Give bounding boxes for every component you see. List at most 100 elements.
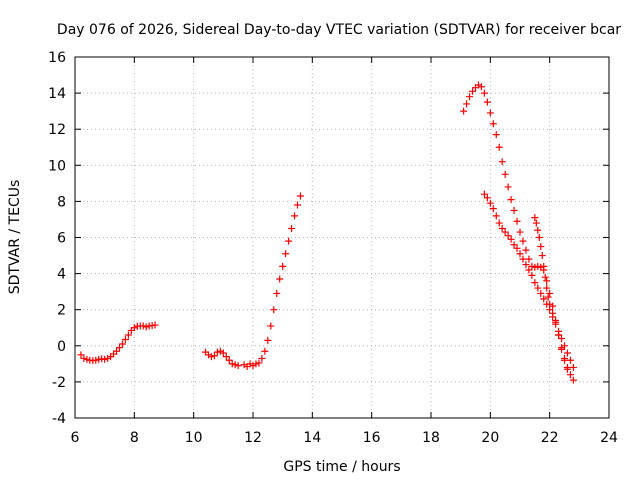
data-point	[264, 336, 272, 344]
x-axis-label: GPS time / hours	[283, 459, 400, 475]
data-point	[546, 300, 554, 308]
x-tick-label: 18	[422, 430, 440, 446]
data-point	[92, 356, 100, 364]
data-point	[228, 360, 236, 368]
data-point	[276, 275, 284, 283]
data-point	[549, 309, 557, 317]
data-point	[504, 232, 512, 240]
x-tick-label: 14	[303, 430, 321, 446]
data-point	[77, 351, 85, 359]
data-point	[460, 107, 468, 115]
data-point	[543, 284, 551, 292]
data-point	[489, 120, 497, 128]
data-point	[213, 348, 221, 356]
data-point	[522, 261, 530, 269]
data-point	[555, 331, 563, 339]
data-point	[231, 361, 239, 369]
y-tick-label: 8	[57, 194, 66, 210]
y-tick-label: -2	[52, 375, 66, 391]
data-point	[124, 331, 132, 339]
data-point	[273, 289, 281, 297]
data-point	[486, 199, 494, 207]
y-tick-label: 10	[48, 158, 66, 174]
data-point	[222, 353, 230, 361]
data-point	[558, 344, 566, 352]
data-point	[537, 289, 545, 297]
data-points	[77, 81, 577, 384]
data-point	[234, 362, 242, 370]
data-point	[552, 318, 560, 326]
series-segment-1	[77, 321, 159, 365]
data-point	[83, 355, 91, 363]
x-tick-label: 6	[71, 430, 80, 446]
data-point	[566, 356, 574, 364]
data-point	[498, 224, 506, 232]
data-point	[101, 355, 109, 363]
data-point	[510, 206, 518, 214]
data-point	[522, 246, 530, 254]
x-tick-label: 20	[481, 430, 499, 446]
data-point	[516, 228, 524, 236]
data-point	[543, 277, 551, 285]
data-point	[561, 356, 568, 364]
data-point	[531, 263, 539, 271]
data-point	[80, 354, 88, 362]
data-point	[537, 243, 545, 251]
data-point	[466, 93, 474, 101]
data-point	[258, 354, 266, 362]
data-point	[151, 321, 159, 329]
data-point	[463, 100, 471, 108]
series-segment-5	[531, 214, 571, 373]
data-point	[534, 226, 542, 234]
data-point	[267, 322, 275, 330]
data-point	[288, 224, 296, 232]
y-tick-label: -4	[52, 411, 66, 427]
data-point	[501, 170, 509, 178]
data-point	[510, 241, 518, 249]
data-point	[285, 237, 293, 245]
data-point	[538, 252, 546, 260]
data-point	[116, 344, 123, 352]
data-point	[566, 371, 574, 379]
data-point	[525, 266, 533, 274]
data-point	[504, 183, 512, 191]
data-point	[519, 237, 527, 245]
data-point	[492, 131, 500, 139]
data-point	[498, 158, 506, 166]
data-point	[207, 353, 215, 361]
y-tick-label: 6	[57, 231, 66, 247]
data-point	[528, 262, 536, 270]
series-segment-2	[202, 192, 304, 371]
y-tick-label: 0	[57, 339, 66, 355]
data-point	[569, 376, 577, 384]
data-point	[130, 324, 138, 332]
data-point	[495, 143, 503, 151]
data-point	[516, 250, 524, 258]
data-point	[255, 359, 263, 367]
data-point	[535, 234, 543, 241]
data-point	[525, 255, 533, 263]
data-point	[252, 360, 260, 368]
x-tick-label: 10	[185, 430, 203, 446]
y-tick-label: 2	[57, 303, 66, 319]
data-point	[294, 201, 301, 209]
data-point	[480, 190, 488, 198]
data-point	[558, 335, 566, 343]
x-tick-label: 12	[244, 430, 262, 446]
data-point	[483, 194, 491, 202]
data-point	[534, 262, 542, 270]
data-point	[507, 196, 515, 204]
data-point	[118, 340, 126, 348]
data-point	[261, 347, 269, 355]
data-point	[569, 363, 577, 371]
data-point	[477, 83, 485, 91]
data-point	[483, 98, 491, 106]
axis-ticks	[74, 56, 610, 419]
data-point	[270, 306, 278, 314]
data-point	[219, 349, 227, 357]
data-point	[532, 219, 540, 227]
data-point	[282, 250, 290, 258]
y-tick-label: 4	[57, 267, 66, 283]
data-point	[546, 289, 554, 297]
data-point	[495, 219, 503, 227]
